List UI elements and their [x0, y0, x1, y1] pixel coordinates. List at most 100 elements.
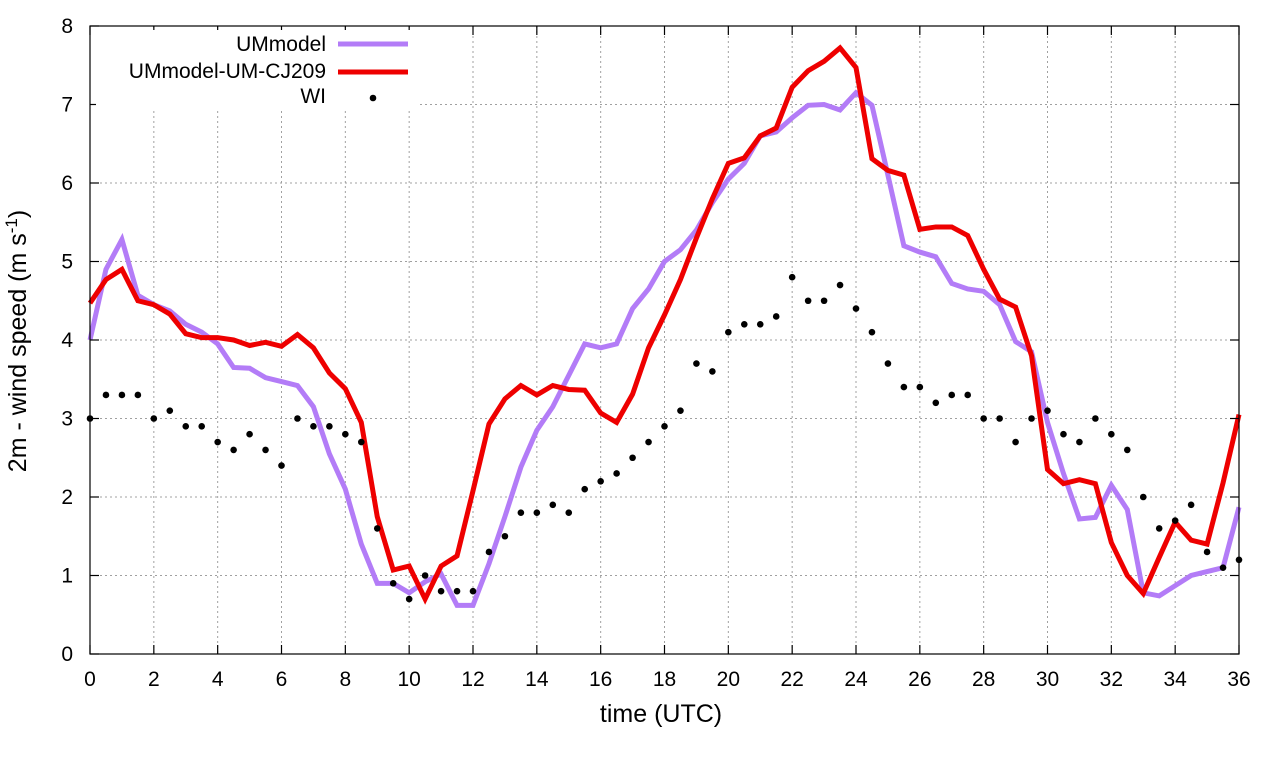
data-point-wi: [1187, 501, 1195, 509]
y-tick-label: 6: [61, 172, 73, 195]
data-point-wi: [198, 423, 206, 430]
data-point-wi: [437, 587, 445, 595]
y-tick-labels: 0 1 2 3 4 5 6 7 8: [61, 15, 73, 666]
data-point-wi: [756, 321, 764, 328]
x-tick-label: 24: [844, 668, 868, 691]
data-point-wi: [1123, 446, 1131, 454]
data-point-wi: [373, 525, 381, 532]
data-point-wi: [1028, 415, 1035, 422]
data-point-wi: [453, 587, 461, 595]
data-point-wi: [246, 430, 253, 438]
x-tick-label: 26: [908, 668, 931, 691]
axis-ticks: [89, 25, 1240, 655]
y-tick-label: 0: [61, 643, 73, 666]
x-tick-label: 22: [780, 668, 803, 691]
data-point-wi: [725, 328, 732, 336]
data-point-wi: [645, 438, 652, 446]
data-point-wi: [102, 391, 110, 399]
x-tick-label: 6: [276, 668, 288, 691]
y-tick-label: 8: [61, 15, 73, 38]
data-point-wi: [964, 391, 972, 399]
data-point-wi: [820, 297, 828, 305]
data-point-wi: [533, 509, 541, 516]
data-point-wi: [549, 501, 557, 509]
data-point-wi: [996, 415, 1003, 422]
data-point-wi: [1155, 525, 1163, 532]
x-tick-label: 12: [461, 668, 484, 691]
x-tick-label: 18: [653, 668, 676, 691]
data-point-wi: [581, 485, 589, 493]
y-tick-label: 3: [61, 408, 73, 431]
data-point-wi: [836, 281, 844, 289]
data-point-wi: [613, 470, 620, 477]
legend-label-ummodel-um-cj209: UMmodel-UM-CJ209: [129, 60, 326, 83]
data-point-wi: [357, 438, 365, 446]
data-point-wi: [1012, 438, 1019, 446]
y-axis-title-main: 2m - wind speed (m s: [4, 233, 32, 472]
y-axis-title-close: ): [4, 210, 32, 218]
data-point-wi: [326, 423, 333, 430]
x-tick-label: 0: [84, 668, 96, 691]
data-point-wi: [884, 360, 892, 367]
y-tick-label: 1: [61, 565, 73, 588]
grid: [90, 26, 1239, 654]
data-point-wi: [134, 391, 142, 399]
data-point-wi: [900, 383, 908, 391]
data-point-wi: [1060, 430, 1067, 438]
x-axis-title: time (UTC): [600, 700, 722, 728]
data-point-wi: [1076, 438, 1083, 446]
x-tick-label: 20: [717, 668, 740, 691]
data-point-wi: [262, 446, 269, 454]
x-tick-label: 10: [397, 668, 420, 691]
y-tick-label: 4: [61, 329, 73, 352]
series-line-ummodel-um-cj209: [87, 44, 1242, 605]
data-point-wi: [597, 478, 604, 485]
data-point-wi: [1171, 517, 1179, 524]
legend-label-wi: WI: [300, 85, 326, 108]
data-point-wi: [980, 415, 987, 422]
plot-series: [86, 44, 1243, 608]
x-tick-labels: 0 2 4 6 8 10 12 14 16 18 20 22 24 26 28 30 32 34 36: [84, 668, 1251, 691]
x-tick-label: 32: [1100, 668, 1123, 691]
data-point-wi: [469, 587, 477, 595]
data-point-wi: [342, 430, 349, 438]
data-point-wi: [852, 305, 860, 312]
data-point-wi: [661, 423, 668, 430]
legend-label-ummodel: UMmodel: [236, 33, 326, 56]
x-tick-label: 2: [148, 668, 160, 691]
y-axis-title: 2m - wind speed (m s-1): [2, 210, 32, 472]
data-point-wi: [230, 446, 237, 454]
x-tick-label: 28: [972, 668, 995, 691]
data-point-wi: [310, 423, 317, 430]
data-point-wi: [948, 391, 956, 399]
data-point-wi: [405, 595, 413, 603]
data-point-wi: [1139, 493, 1147, 501]
data-point-wi: [485, 548, 493, 556]
data-point-wi: [421, 572, 429, 579]
data-point-wi: [629, 454, 636, 462]
y-tick-label: 7: [61, 94, 73, 117]
y-tick-label: 2: [61, 486, 73, 509]
x-tick-label: 14: [525, 668, 549, 691]
data-point-wi: [565, 509, 573, 516]
data-point-wi: [517, 509, 525, 516]
series-line-ummodel: [87, 89, 1242, 608]
data-point-wi: [1203, 548, 1211, 556]
data-point-wi: [693, 360, 700, 367]
data-point-wi: [932, 399, 940, 407]
data-point-wi: [677, 407, 684, 414]
x-tick-label: 30: [1036, 668, 1059, 691]
data-point-wi: [389, 580, 397, 587]
data-point-wi: [150, 415, 158, 422]
data-point-wi: [294, 415, 301, 422]
data-point-wi: [740, 321, 748, 328]
data-point-wi: [278, 462, 285, 469]
data-point-wi: [1092, 415, 1099, 422]
x-tick-label: 36: [1227, 668, 1250, 691]
data-point-wi: [709, 368, 716, 375]
legend: UMmodel UMmodel-UM-CJ209 WI: [96, 30, 418, 110]
data-point-wi: [868, 328, 876, 336]
data-point-wi: [916, 383, 924, 391]
data-point-wi: [1219, 564, 1227, 571]
x-tick-label: 34: [1163, 668, 1187, 691]
